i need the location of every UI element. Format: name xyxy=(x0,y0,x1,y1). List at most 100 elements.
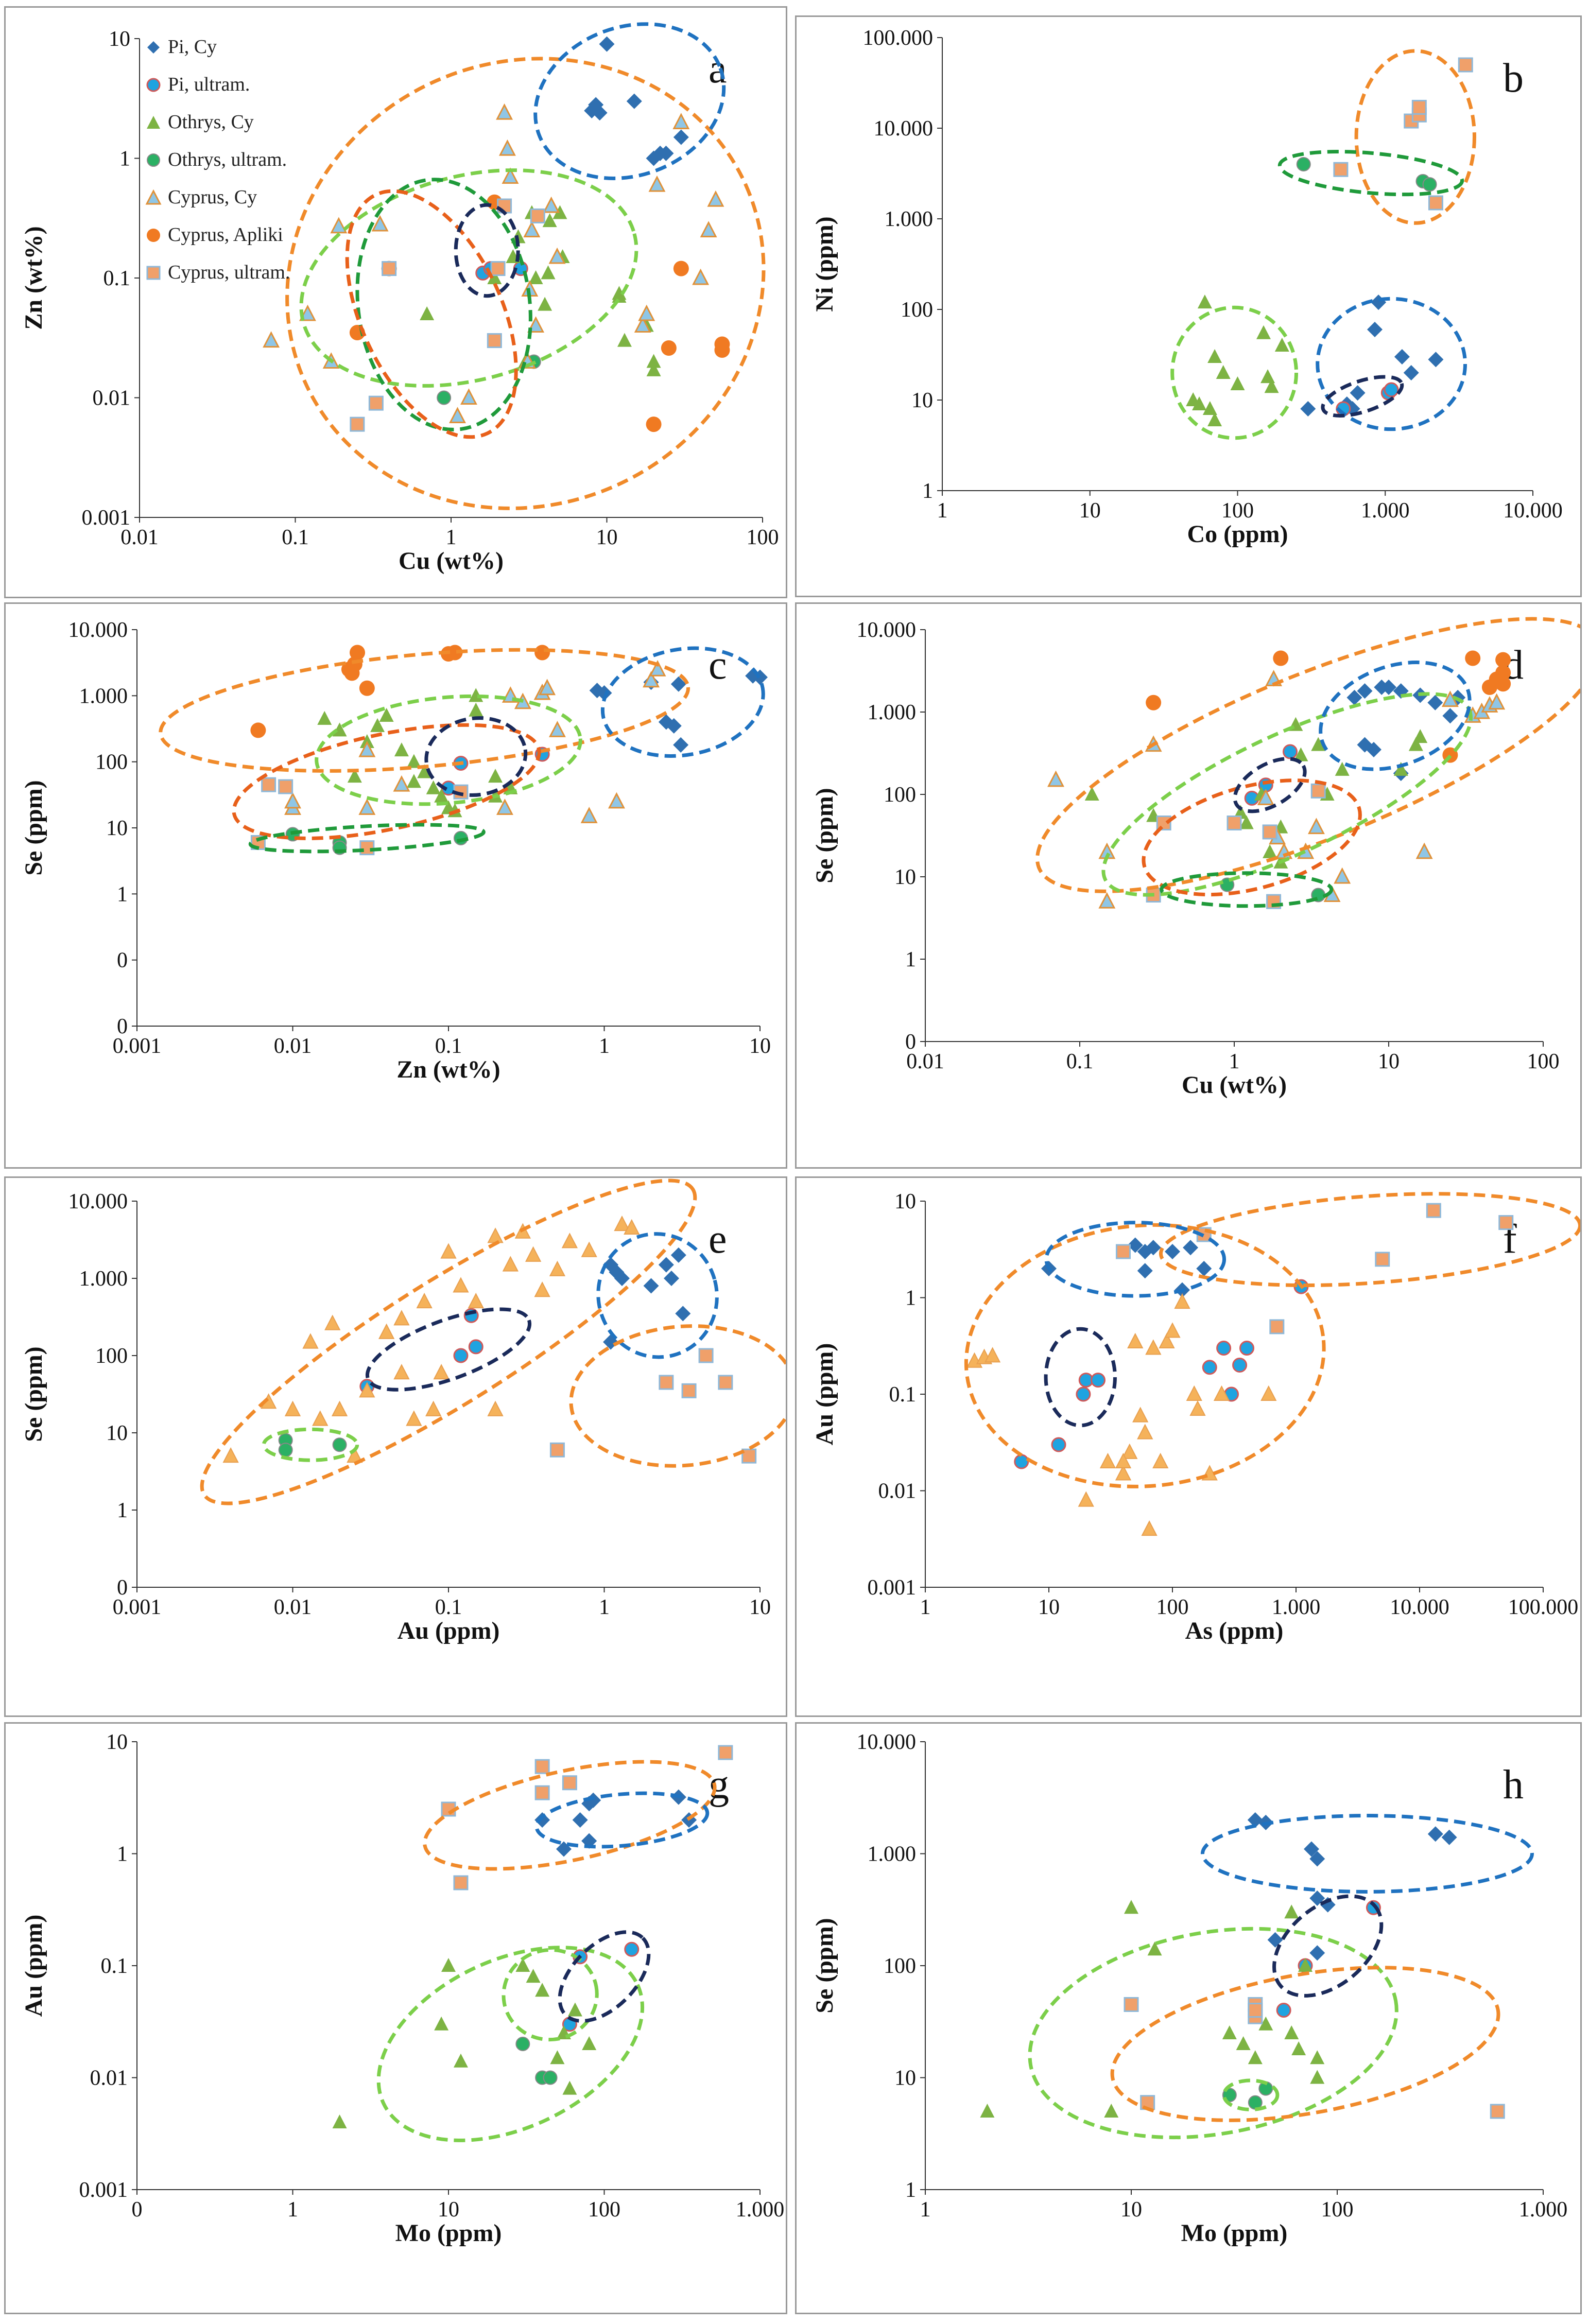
data-point-othrys_ultram xyxy=(1422,177,1437,192)
data-point-othrys xyxy=(488,769,503,783)
data-point-cyprus_ultram xyxy=(359,840,375,856)
data-point-cyprus_tri_orange xyxy=(324,1314,341,1330)
y-tick-label: 100 xyxy=(95,751,128,774)
data-point-cyprus_cy xyxy=(502,167,519,184)
group-ellipse xyxy=(159,648,690,773)
data-point-cyprus_cy xyxy=(539,679,556,696)
data-point-othrys xyxy=(538,297,552,311)
data-point-cyprus_cy xyxy=(648,175,666,192)
x-tick-label: 0.01 xyxy=(274,1595,312,1619)
y-tick-label: 1.000 xyxy=(868,1843,917,1866)
data-point-cyprus_tri_orange xyxy=(453,1277,469,1293)
data-point-pi xyxy=(1183,1240,1199,1256)
data-point-cyprus_ultram xyxy=(490,261,506,276)
x-tick-label: 0 xyxy=(132,2198,143,2222)
data-point-othrys xyxy=(332,722,347,737)
x-tick-label: 100 xyxy=(1221,499,1254,523)
data-point-cyprus_ultram xyxy=(453,1875,469,1891)
data-point-aplik xyxy=(534,645,550,661)
y-tick-label: 10.000 xyxy=(874,117,934,141)
y-tick-label: 10 xyxy=(894,865,916,889)
data-point-cyprus_cy xyxy=(527,316,545,333)
data-point-pi_ultram xyxy=(1216,1341,1232,1356)
data-point-othrys xyxy=(1408,737,1423,751)
data-point-pi xyxy=(1267,1932,1283,1948)
data-point-cyprus_tri_orange xyxy=(624,1219,640,1235)
data-point-othrys xyxy=(1248,2050,1263,2065)
data-point-pi xyxy=(585,1792,601,1808)
data-point-pi xyxy=(1145,1240,1161,1256)
data-point-pi xyxy=(663,1271,679,1286)
data-point-pi xyxy=(1300,401,1316,417)
data-point-cyprus_cy xyxy=(299,304,316,321)
y-tick-label: 0 xyxy=(117,949,128,973)
data-point-aplik xyxy=(714,336,730,352)
data-point-cyprus_tri_orange xyxy=(525,1246,542,1262)
group-ellipse xyxy=(200,1178,697,1505)
data-point-othrys xyxy=(1104,2103,1119,2118)
chart-panel-c: 0.001 0.01 0.1 1 10 0 0 1 10 100 1.000 10.000 Zn (wt… xyxy=(4,602,787,1169)
data-point-cyprus_ultram xyxy=(1375,1252,1390,1267)
data-point-othrys xyxy=(562,2080,577,2095)
chart-b: 1 10 100 1.000 10.000 1 10 100 1.000 10.000 100.00… xyxy=(811,26,1563,548)
data-point-cyprus_tri_orange xyxy=(1141,1520,1158,1536)
data-point-pi xyxy=(1127,1237,1143,1253)
panel-letter: e xyxy=(709,1217,727,1262)
legend-label: Pi, ultram. xyxy=(168,74,250,95)
data-point-aplik xyxy=(350,645,366,661)
data-point-cyprus_tri_orange xyxy=(406,1410,422,1426)
data-point-pi_ultram xyxy=(1276,2003,1291,2018)
data-point-cyprus_ultram xyxy=(1426,1203,1441,1218)
y-tick-label: 1.000 xyxy=(885,207,934,231)
data-point-pi xyxy=(670,676,686,692)
group-ellipse xyxy=(232,723,541,840)
data-point-othrys xyxy=(394,742,409,757)
data-point-pi xyxy=(556,1841,572,1857)
data-point-othrys xyxy=(1264,379,1279,393)
data-point-othrys_ultram xyxy=(332,1437,347,1452)
data-point-cyprus_cy xyxy=(498,139,516,156)
y-tick-label: 0.1 xyxy=(103,267,131,290)
group-ellipse xyxy=(345,189,518,439)
data-point-pi xyxy=(599,36,615,52)
data-point-othrys xyxy=(1413,729,1428,743)
x-axis-title: Zn (wt%) xyxy=(396,1056,500,1083)
data-point-othrys xyxy=(1207,349,1222,363)
group-ellipse xyxy=(600,646,765,758)
data-point-cyprus_ultram xyxy=(278,779,293,794)
data-point-othrys xyxy=(552,205,567,219)
group-ellipse xyxy=(262,1427,359,1462)
data-point-aplik xyxy=(673,261,689,276)
x-tick-label: 100 xyxy=(1321,2198,1354,2222)
legend-item-cyprus-ultram: Cyprus, ultram. xyxy=(144,254,290,291)
data-point-othrys xyxy=(646,354,661,368)
data-point-cyprus_ultram xyxy=(261,777,277,792)
data-point-cyprus_tri_orange xyxy=(1121,1443,1138,1459)
y-axis-title: Au (ppm) xyxy=(20,1915,47,2017)
data-point-othrys xyxy=(1293,747,1308,761)
data-point-othrys xyxy=(1274,338,1289,352)
y-tick-label: 1 xyxy=(119,147,130,171)
group-ellipse xyxy=(1110,1966,1500,2122)
data-point-cyprus_tri_orange xyxy=(534,1281,550,1297)
data-point-cyprus_tri_orange xyxy=(1159,1332,1175,1348)
x-tick-label: 0.1 xyxy=(435,1595,462,1619)
data-point-pi xyxy=(534,1812,550,1828)
data-point-pi xyxy=(1367,322,1383,338)
data-point-cyprus_tri_orange xyxy=(502,1256,519,1272)
y-tick-label: 0 xyxy=(905,1030,916,1054)
y-tick-label: 1.000 xyxy=(868,701,917,724)
data-point-cyprus_cy xyxy=(643,671,660,688)
data-point-cyprus_tri_orange xyxy=(425,1400,442,1416)
data-point-cyprus_tri_orange xyxy=(440,1243,457,1259)
x-tick-label: 0.001 xyxy=(113,1595,162,1619)
x-tick-label: 1 xyxy=(920,1595,931,1619)
data-point-othrys xyxy=(1258,2016,1273,2031)
data-point-cyprus_ultram xyxy=(530,208,545,223)
data-point-cyprus_tri_orange xyxy=(222,1447,239,1463)
data-point-cyprus_cy xyxy=(548,721,566,737)
legend-label: Cyprus, Cy xyxy=(168,186,257,208)
x-tick-label: 0.1 xyxy=(435,1034,462,1058)
data-point-cyprus_tri_orange xyxy=(581,1241,597,1257)
